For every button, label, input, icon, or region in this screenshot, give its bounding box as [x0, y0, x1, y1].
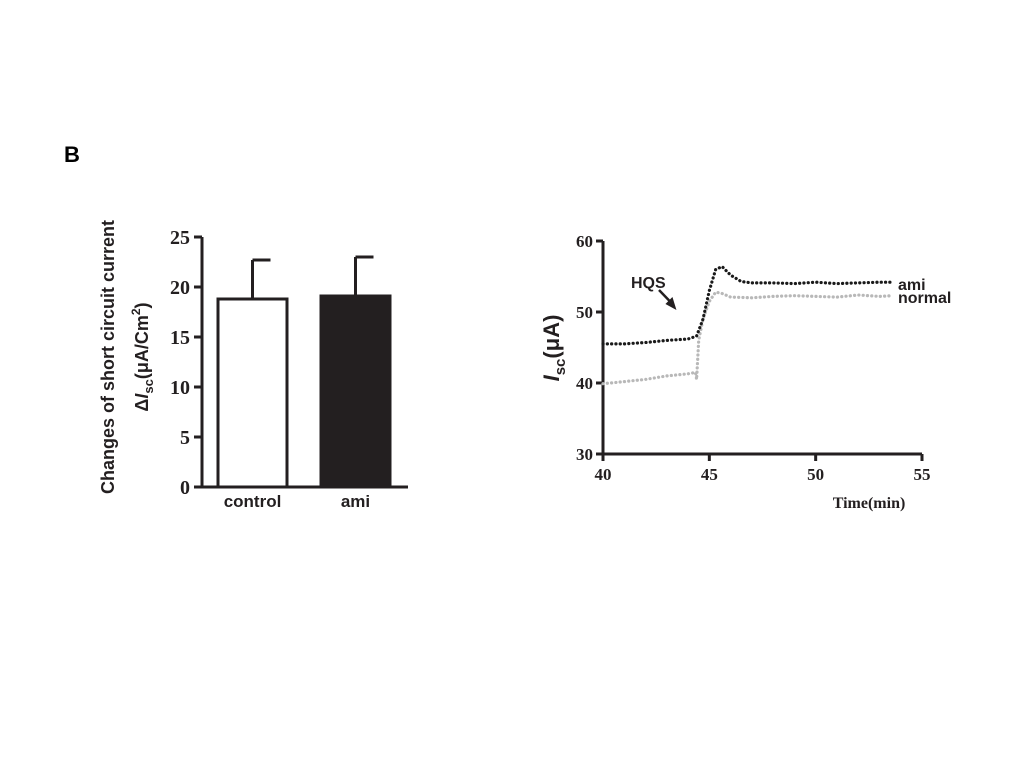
line-y-tick-label: 60 [576, 232, 593, 251]
ylabel-I: I [132, 393, 152, 399]
line-ylabel: Isc(μA) [539, 315, 569, 382]
bar-x-tick-label: ami [341, 492, 370, 511]
bar-chart: 0 5 10 15 20 25 control ami Changes of short c… [98, 220, 408, 511]
bar-y-axis: 0 5 10 15 20 25 [170, 227, 408, 499]
bar-ami [319, 294, 392, 489]
bar-ylabel-line2: ΔIsc(μA/Cm2) [129, 302, 156, 411]
legend-ami: ami [898, 277, 926, 294]
bar-x-tick-label: control [224, 492, 282, 511]
line-ylabel-unit: (μA) [539, 315, 564, 359]
line-x-tick-label: 50 [807, 465, 824, 484]
ylabel-sub: sc [141, 379, 156, 393]
line-x-tick-label: 40 [595, 465, 612, 484]
ylabel-unit-open: (μA/Cm [132, 315, 152, 379]
bar-y-tick-label: 5 [180, 427, 190, 449]
hqs-annotation: HQS [631, 275, 666, 292]
legend-normal: normal [898, 290, 951, 307]
series-ami [601, 265, 894, 346]
bar-y-axis-title: Changes of short circuit current ΔIsc(μA… [98, 220, 156, 494]
bar-y-tick-label: 10 [170, 377, 190, 399]
bar-y-tick-label: 20 [170, 277, 190, 299]
line-ylabel-sub: sc [552, 359, 569, 376]
ylabel-unit-close: ) [132, 302, 152, 308]
bar-y-tick-label: 0 [180, 477, 190, 499]
bar-marks [216, 255, 392, 489]
hqs-arrow-head [665, 297, 677, 310]
line-ylabel-I: I [539, 374, 564, 381]
line-y-tick-label: 30 [576, 445, 593, 464]
line-y-tick-label: 40 [576, 374, 593, 393]
bar-y-tick-label: 15 [170, 327, 190, 349]
line-x-tick-label: 55 [914, 465, 931, 484]
panel-label: B [64, 142, 80, 167]
delta-symbol: Δ [132, 399, 152, 412]
series-normal [601, 290, 894, 386]
line-series [601, 265, 894, 386]
line-y-axis-title: Isc(μA) [539, 315, 569, 382]
bar-y-tick-label: 25 [170, 227, 190, 249]
bar-control [216, 297, 289, 489]
bar-ylabel-line1: Changes of short circuit current [98, 220, 118, 494]
line-xlabel: Time(min) [833, 495, 906, 512]
ylabel-sup: 2 [129, 308, 143, 315]
bar-x-tick-labels: control ami [224, 492, 370, 511]
line-y-tick-label: 50 [576, 303, 593, 322]
hqs-arrow [658, 289, 677, 310]
line-x-tick-label: 45 [701, 465, 718, 484]
